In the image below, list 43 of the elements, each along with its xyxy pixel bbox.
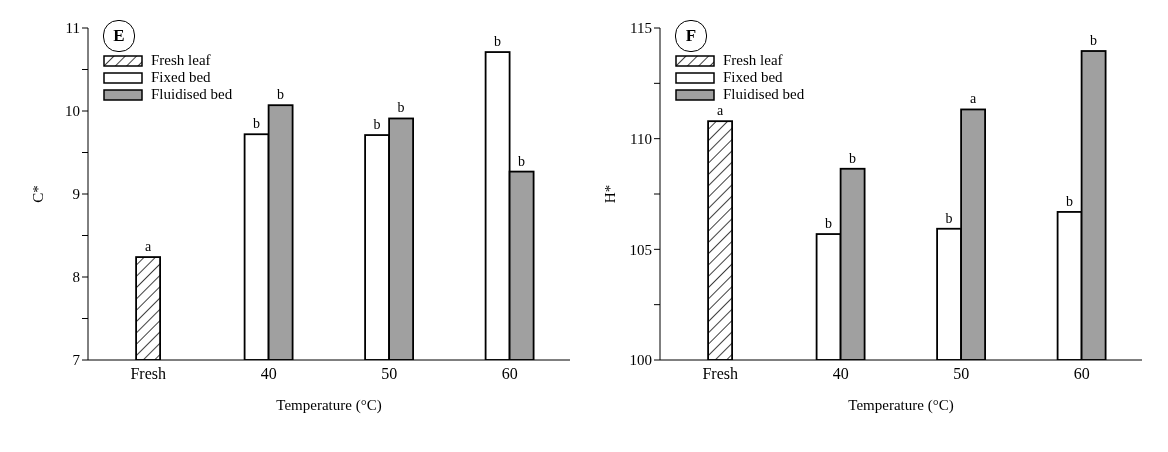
y-tick-label: 10 [65, 103, 80, 120]
legend-label: Fresh leaf [723, 52, 783, 69]
data-label: b [825, 216, 833, 232]
y-tick-label: 8 [72, 269, 80, 286]
legend-label: Fixed bed [723, 69, 783, 86]
chart-title: E [103, 20, 135, 52]
x-tick-label: 60 [1073, 365, 1090, 383]
legend-label: Fluidised bed [723, 86, 805, 103]
data-label: b [253, 116, 261, 132]
data-label: b [494, 34, 502, 50]
x-tick-label: 40 [260, 365, 277, 383]
x-tick-label: 60 [501, 365, 518, 383]
legend-label: Fresh leaf [151, 52, 211, 69]
x-tick-label: 40 [832, 365, 849, 383]
x-tick-label: Fresh [130, 365, 167, 383]
data-label: a [969, 91, 977, 107]
y-axis-title: H* [602, 184, 619, 204]
y-tick-label: 7 [72, 352, 81, 369]
x-axis-title: Temperature (°C) [848, 397, 954, 414]
data-label: b [277, 87, 285, 103]
y-tick-label: 110 [630, 130, 652, 147]
y-tick-label: 100 [629, 352, 652, 369]
data-label: a [144, 239, 152, 255]
x-tick-label: 50 [381, 365, 398, 383]
y-tick-label: 105 [629, 241, 652, 258]
y-tick-label: 11 [65, 20, 80, 37]
data-label: b [518, 153, 526, 169]
data-label: b [397, 100, 405, 116]
data-label: a [716, 103, 724, 119]
y-axis-title: C* [30, 185, 47, 203]
data-label: b [1090, 33, 1098, 49]
y-tick-label: 9 [72, 186, 80, 203]
legend-label: Fixed bed [151, 69, 211, 86]
x-tick-label: Fresh [702, 365, 739, 383]
data-label: b [945, 210, 953, 226]
data-label: b [849, 150, 857, 166]
data-label: b [373, 117, 381, 133]
x-tick-label: 50 [953, 365, 970, 383]
y-tick-label: 115 [630, 20, 652, 37]
x-axis-title: Temperature (°C) [276, 397, 382, 414]
chart-title: F [675, 20, 707, 52]
legend-label: Fluidised bed [151, 86, 233, 103]
data-label: b [1066, 193, 1074, 209]
